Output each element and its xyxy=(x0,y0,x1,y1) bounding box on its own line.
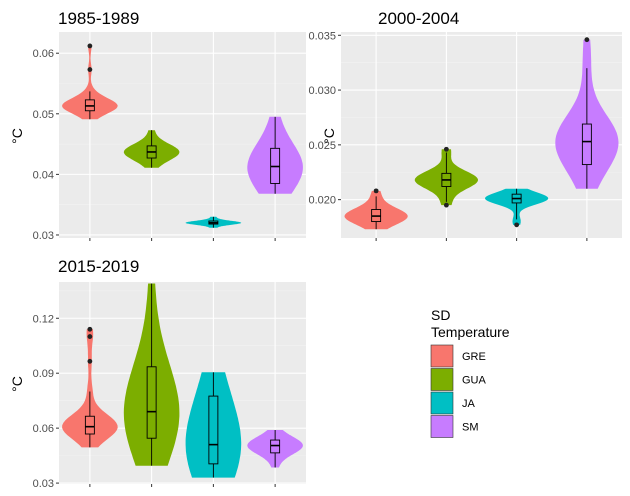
outlier-point xyxy=(87,67,93,72)
y-tick-label: 0.03 xyxy=(33,230,54,242)
y-tick-label: 0.04 xyxy=(33,169,54,181)
violin-gua xyxy=(414,149,478,206)
outlier-point xyxy=(584,37,590,43)
violin-sm xyxy=(247,430,303,468)
y-tick-label: 0.020 xyxy=(308,195,336,207)
y-tick-label: 0.06 xyxy=(33,423,54,435)
y-tick-label: 0.06 xyxy=(33,48,54,60)
panel-title: 1985-1989 xyxy=(58,9,139,28)
y-tick-label: 0.09 xyxy=(33,368,54,380)
y-axis-label: °C xyxy=(9,128,25,144)
outlier-point xyxy=(514,222,520,228)
legend-key-gua xyxy=(430,368,454,391)
outlier-point xyxy=(87,334,93,339)
legend-key-ja xyxy=(430,391,454,415)
violin-sm xyxy=(247,116,303,194)
y-tick-label: 0.03 xyxy=(33,478,54,490)
violin-gua xyxy=(123,130,180,168)
y-tick-label: 0.025 xyxy=(308,140,336,152)
legend-label: GUA xyxy=(462,375,487,387)
outlier-point xyxy=(443,146,449,152)
outlier-point xyxy=(87,43,93,49)
box-gua xyxy=(146,366,157,439)
y-tick-label: 0.05 xyxy=(33,109,54,121)
violin-ja xyxy=(185,372,242,478)
legend-label: JA xyxy=(462,398,476,410)
violin-gre xyxy=(62,45,118,120)
legend: SD Temperature GRE GUA JA SM xyxy=(430,307,510,438)
y-tick-label: 0.030 xyxy=(308,85,336,97)
legend-label: GRE xyxy=(462,351,486,363)
legend-title-line1: SD xyxy=(431,307,450,323)
legend-key-gre xyxy=(430,344,454,368)
violin-gua xyxy=(123,283,180,466)
legend-label: SM xyxy=(462,422,479,434)
panel-title: 2015-2019 xyxy=(58,257,139,276)
outlier-point xyxy=(373,188,379,194)
outlier-point xyxy=(87,358,93,364)
panel-title: 2000-2004 xyxy=(378,9,459,28)
box-ja xyxy=(208,395,219,465)
panel-2000-2004: 2000-2004 °C 0.020 0.025 0.030 0.035 xyxy=(308,9,622,241)
box-sm xyxy=(270,439,281,454)
y-axis-label: °C xyxy=(321,128,337,144)
outlier-point xyxy=(87,326,93,332)
box-gre xyxy=(84,415,95,435)
box-sm xyxy=(581,123,592,166)
violin-gre xyxy=(344,190,408,230)
y-tick-label: 0.035 xyxy=(308,30,336,42)
outlier-point xyxy=(443,202,449,208)
panel-2015-2019: 2015-2019 °C 0.03 0.06 0.09 0.12 xyxy=(9,257,306,490)
y-axis-label: °C xyxy=(9,376,25,392)
violin-gre xyxy=(62,329,118,448)
legend-title-line2: Temperature xyxy=(431,324,510,340)
panel-1985-1989: 1985-1989 °C 0.03 0.04 0.05 0.06 xyxy=(9,9,306,242)
legend-key-sm xyxy=(430,415,454,438)
y-tick-label: 0.12 xyxy=(33,313,54,325)
